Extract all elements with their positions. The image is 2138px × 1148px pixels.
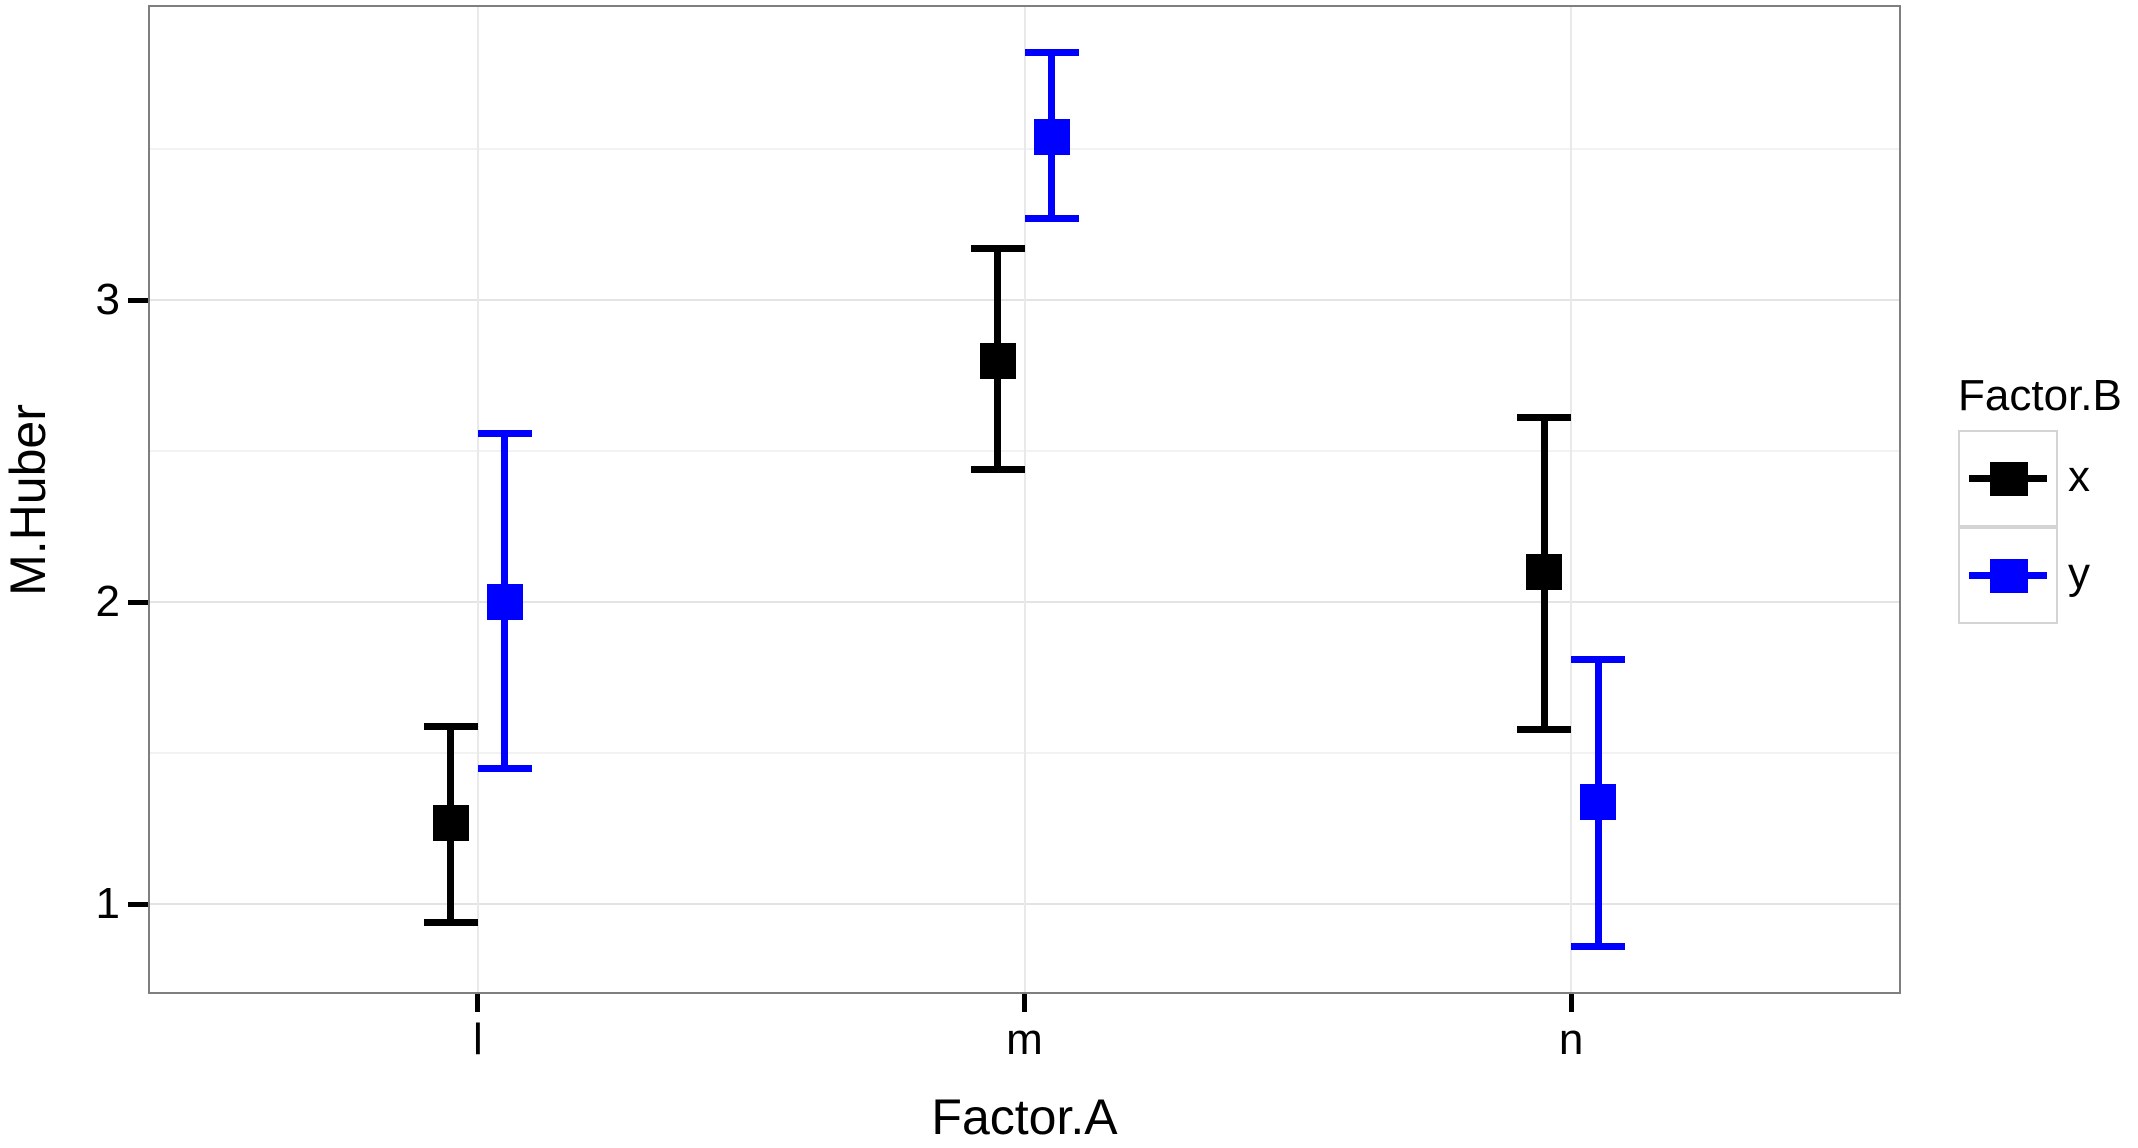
- errorbar-cap-top: [477, 429, 532, 437]
- y-axis-title: M.Huber: [0, 403, 56, 596]
- point-marker-y-l: [486, 584, 523, 621]
- x-tick: [1568, 994, 1574, 1012]
- legend-key-box: [1958, 430, 2058, 527]
- legend-title: Factor.B: [1958, 371, 2122, 420]
- point-marker-y-m: [1033, 118, 1070, 155]
- errorbar-cap-bottom: [477, 764, 532, 772]
- legend-key-marker: [1990, 558, 2028, 593]
- gridline-vertical: [476, 7, 479, 992]
- point-marker-x-l: [432, 804, 469, 841]
- errorbar-cap-bottom: [1024, 215, 1079, 222]
- errorbar-cap-top: [1571, 656, 1626, 664]
- errorbar-cap-top: [423, 722, 478, 730]
- y-tick-label: 2: [95, 577, 120, 627]
- plot-panel: [148, 5, 1901, 994]
- legend-key-box: [1958, 527, 2058, 624]
- point-marker-x-n: [1526, 554, 1563, 590]
- y-tick: [128, 297, 148, 303]
- y-tick: [128, 599, 148, 605]
- errorbar-cap-top: [970, 245, 1025, 253]
- x-tick: [475, 994, 481, 1012]
- x-tick-label: l: [473, 1015, 483, 1064]
- errorbar-cap-top: [1024, 48, 1079, 56]
- x-tick-label: n: [1558, 1015, 1584, 1064]
- gridline-vertical: [1023, 7, 1026, 992]
- errorbar-cap-bottom: [970, 465, 1025, 473]
- point-marker-x-m: [979, 342, 1016, 379]
- y-tick-label: 3: [95, 275, 120, 325]
- legend-key-label: y: [2068, 548, 2090, 598]
- legend-key-label: x: [2068, 451, 2090, 501]
- errorbar-cap-bottom: [1571, 943, 1626, 951]
- y-tick: [128, 901, 148, 907]
- errorbar-cap-top: [1517, 414, 1572, 422]
- legend-key-marker: [1990, 461, 2028, 496]
- x-axis-title: Factor.A: [931, 1089, 1118, 1145]
- errorbar-cap-bottom: [1517, 725, 1572, 733]
- point-marker-y-n: [1580, 783, 1617, 820]
- y-tick-label: 1: [95, 879, 120, 929]
- errorbar-cap-bottom: [423, 919, 478, 926]
- gridline-vertical: [1570, 7, 1573, 992]
- x-tick-label: m: [1006, 1015, 1043, 1064]
- x-tick: [1022, 994, 1027, 1012]
